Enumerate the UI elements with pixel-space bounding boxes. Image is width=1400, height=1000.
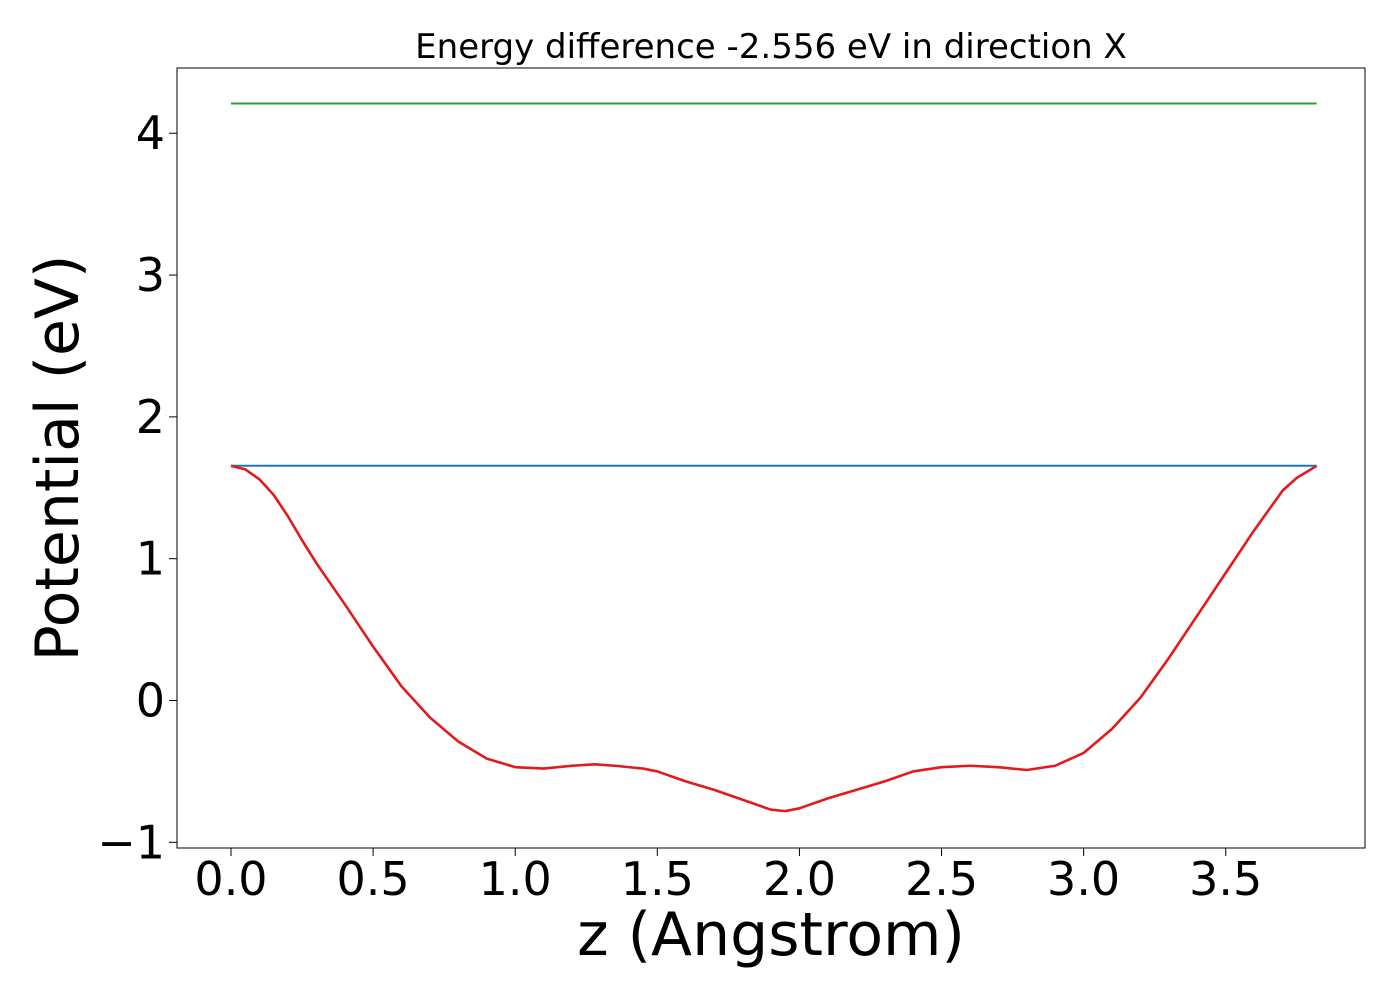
series-layer [230, 102, 1318, 813]
x-tick-label: 1.5 [621, 852, 694, 906]
x-tick-label: 2.5 [905, 852, 978, 906]
x-axis-label: z (Angstrom) [577, 900, 965, 970]
x-tick-label: 3.0 [1047, 852, 1120, 906]
y-tick-label: 3 [136, 248, 165, 302]
chart-title: Energy difference -2.556 eV in direction… [415, 27, 1127, 67]
y-tick-label: 0 [136, 674, 165, 728]
series-line-2 [230, 464, 1318, 813]
x-tick-label: 0.0 [194, 852, 267, 906]
x-axis-ticks: 0.0 0.5 1.0 1.5 2.0 2.5 3.0 3.5 [194, 848, 1262, 906]
y-tick-label: −1 [97, 815, 165, 869]
y-axis-ticks: −1 0 1 2 3 4 [97, 106, 177, 869]
y-axis-label: Potential (eV) [23, 255, 93, 662]
y-tick-label: 2 [136, 390, 165, 444]
plot-area-frame [176, 67, 1366, 849]
y-tick-label: 1 [136, 532, 165, 586]
x-tick-label: 1.0 [479, 852, 552, 906]
x-tick-label: 2.0 [763, 852, 836, 906]
x-tick-label: 3.5 [1189, 852, 1262, 906]
y-tick-label: 4 [136, 106, 165, 160]
x-tick-label: 0.5 [337, 852, 410, 906]
